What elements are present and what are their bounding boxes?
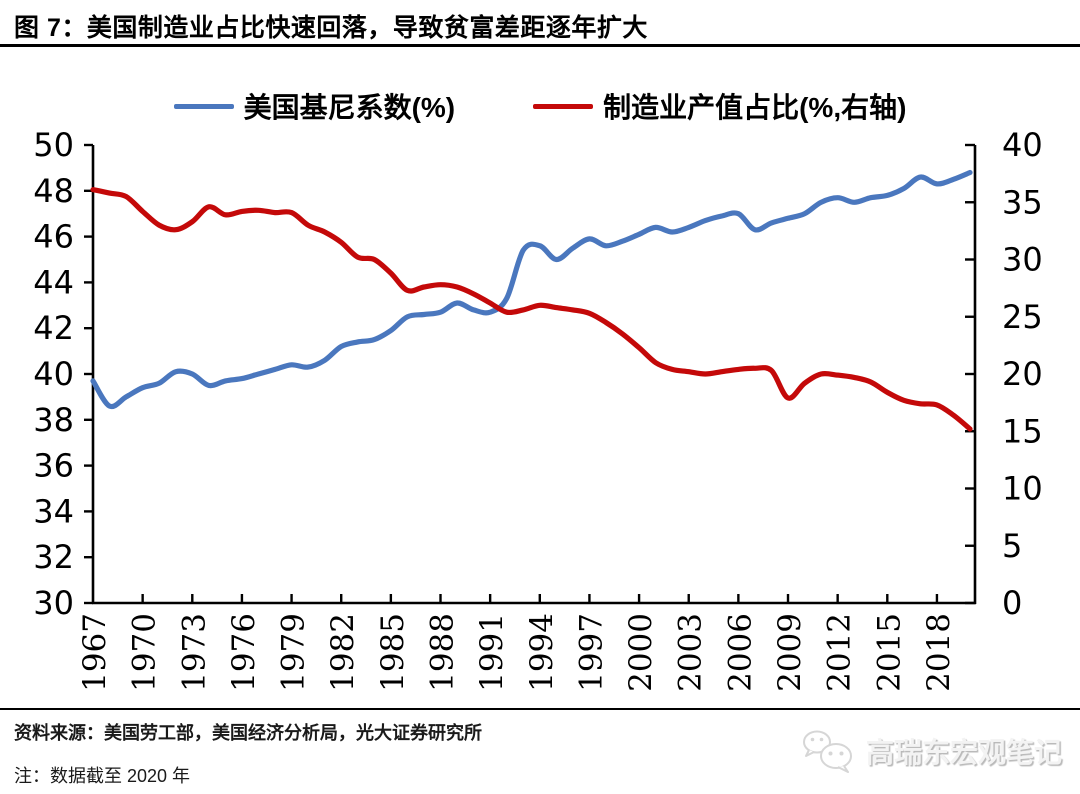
x-axis-tick-label: 1997 [573, 613, 609, 692]
gini-line-swatch [173, 103, 234, 109]
left-axis-tick-label: 48 [33, 172, 74, 210]
left-axis-tick-label: 40 [33, 355, 74, 393]
title-divider [0, 44, 1080, 47]
right-axis-tick-label: 5 [1002, 527, 1022, 565]
legend-label-gini: 美国基尼系数(%) [243, 92, 456, 123]
watermark-label: 高瑞东宏观笔记 [865, 737, 1062, 768]
source-text: 资料来源：美国劳工部，美国经济分析局，光大证券研究所 [14, 723, 482, 743]
x-axis-tick-label: 1991 [474, 613, 510, 692]
right-axis-tick-label: 20 [1002, 355, 1043, 393]
legend-label-manufacturing: 制造业产值占比(%,右轴) [603, 92, 907, 123]
right-axis-tick-label: 40 [1002, 126, 1043, 164]
x-axis-tick-label: 1973 [176, 613, 212, 692]
right-axis-tick-label: 0 [1002, 584, 1022, 622]
x-axis-tick-label: 2012 [822, 613, 858, 692]
line-chart: 5048464442403836343230403530252015105019… [33, 126, 1043, 692]
x-axis-tick-label: 1988 [425, 613, 461, 692]
x-axis-tick-label: 1976 [226, 613, 262, 692]
left-axis-tick-label: 42 [33, 309, 74, 347]
x-axis-tick-label: 2015 [871, 613, 907, 692]
x-axis-tick-label: 1967 [77, 613, 113, 692]
right-axis-tick-label: 25 [1002, 298, 1043, 336]
x-axis-tick-label: 2006 [722, 613, 758, 692]
gini-line-series [90, 169, 973, 410]
mfg-line-series [90, 187, 973, 432]
left-axis-tick-label: 38 [33, 401, 74, 439]
left-axis-tick-label: 50 [33, 126, 74, 164]
x-axis-tick-label: 1982 [325, 613, 361, 692]
figure-title: 图 7：美国制造业占比快速回落，导致贫富差距逐年扩大 [14, 14, 648, 42]
left-axis-tick-label: 34 [33, 492, 74, 530]
x-axis-tick-label: 1994 [524, 613, 560, 692]
footer-divider [0, 708, 1080, 710]
wechat-icon [802, 730, 852, 773]
legend-item-manufacturing: 制造业产值占比(%,右轴) [533, 86, 906, 126]
left-axis-tick-label: 36 [33, 447, 74, 485]
left-axis-tick-label: 32 [33, 538, 74, 576]
mfg-line-swatch [533, 103, 594, 109]
x-axis-tick-label: 1985 [375, 613, 411, 692]
left-axis-tick-label: 30 [33, 584, 74, 622]
right-axis-tick-label: 15 [1002, 412, 1043, 450]
left-axis-tick-label: 44 [33, 263, 74, 301]
x-axis-tick-label: 2009 [772, 613, 808, 692]
left-axis-tick-label: 46 [33, 218, 74, 256]
right-axis-tick-label: 35 [1002, 183, 1043, 221]
right-axis-tick-label: 10 [1002, 470, 1043, 508]
x-axis-tick-label: 2018 [921, 613, 957, 692]
note-text: 注：数据截至 2020 年 [14, 766, 191, 786]
chart-legend: 美国基尼系数(%) 制造业产值占比(%,右轴) [0, 86, 1080, 126]
x-axis-tick-label: 1970 [127, 613, 163, 692]
legend-item-gini: 美国基尼系数(%) [173, 86, 456, 126]
x-axis-tick-label: 1979 [276, 613, 312, 692]
right-axis-tick-label: 30 [1002, 241, 1043, 279]
x-axis-tick-label: 2000 [623, 613, 659, 692]
watermark: 高瑞东宏观笔记 [800, 726, 1062, 776]
x-axis-tick-label: 2003 [673, 613, 709, 692]
